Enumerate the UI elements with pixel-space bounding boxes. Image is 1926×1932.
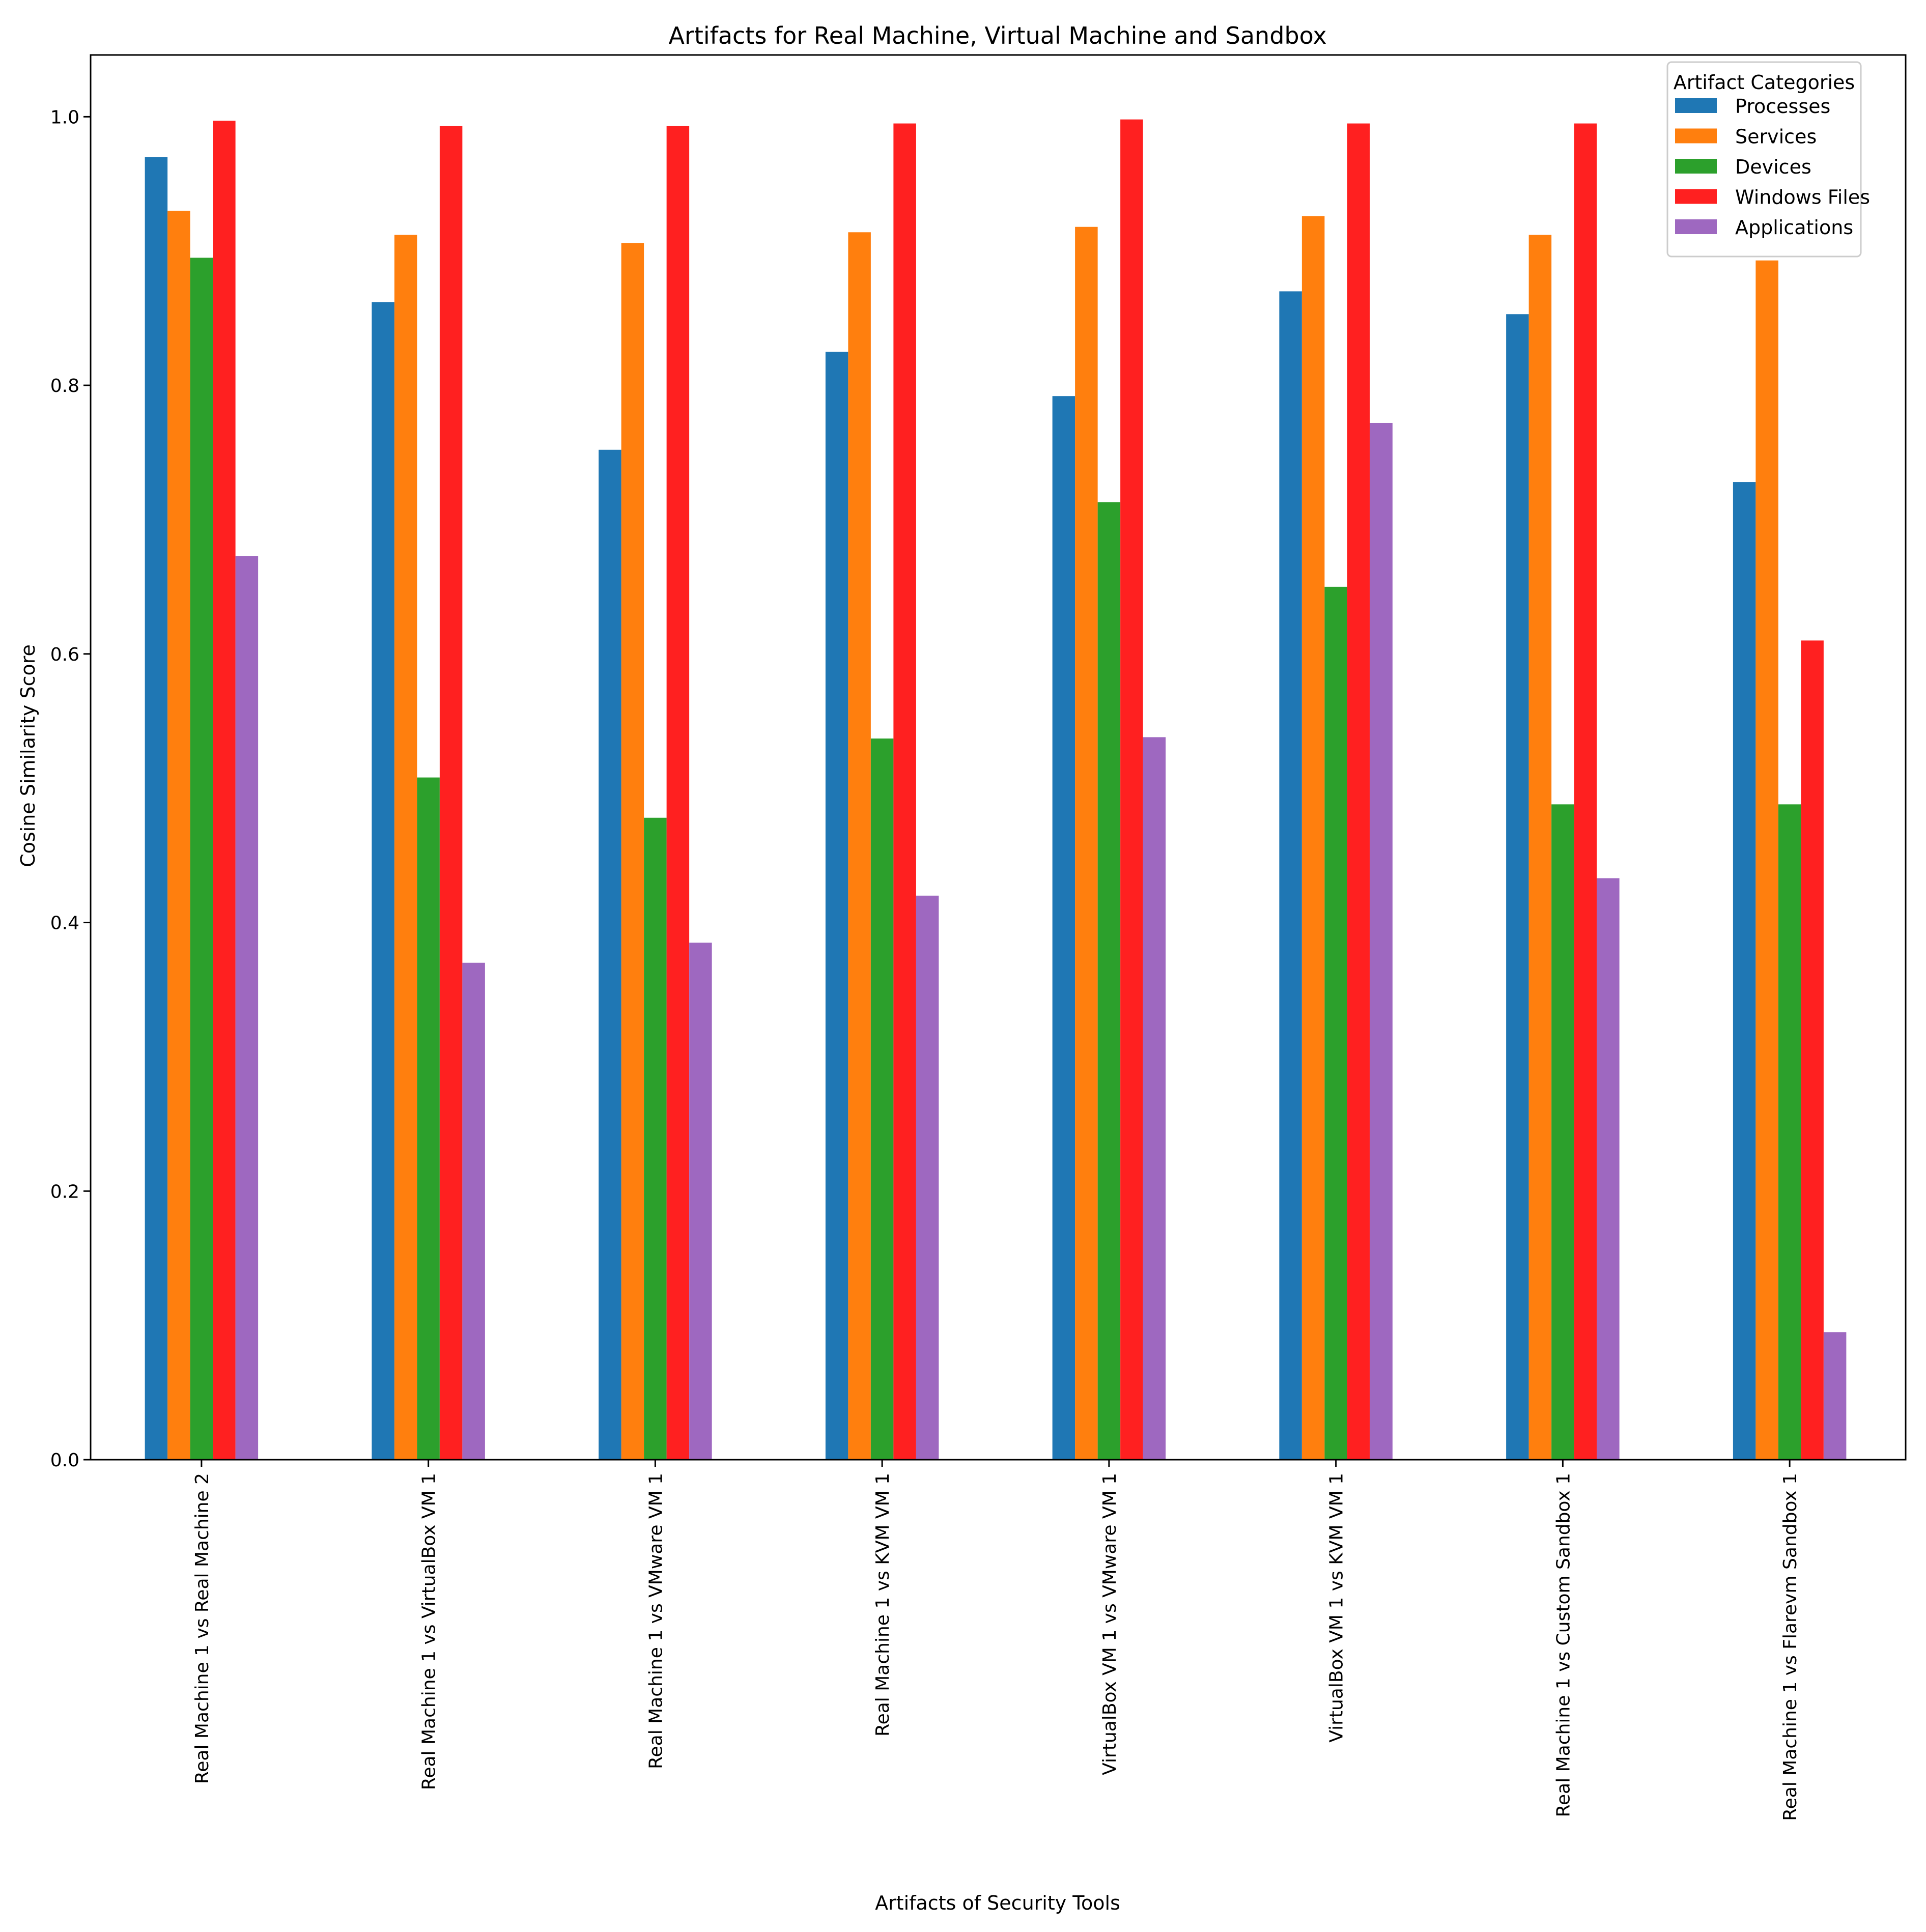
x-axis-label: Artifacts of Security Tools [875,1892,1120,1914]
bar-applications [1370,422,1393,1460]
y-tick-label: 0.4 [50,913,79,934]
bar-group [372,126,485,1460]
legend-title: Artifact Categories [1674,71,1855,94]
bar-processes [372,302,394,1460]
y-tick-label: 1.0 [50,107,79,128]
legend-item: Services [1675,126,1817,148]
bar-processes [1506,314,1529,1460]
bar-devices [1551,804,1574,1460]
bar-devices [417,777,440,1460]
bar-applications [916,895,939,1460]
bar-devices [190,258,213,1460]
bar-services [621,243,644,1460]
legend-swatch [1675,219,1717,234]
bar-services [1301,216,1325,1460]
x-tick-label: Real Machine 1 vs VirtualBox VM 1 [419,1473,440,1790]
bar-group [825,123,939,1460]
bar-windows-files [213,121,236,1460]
y-tick-label: 0.6 [50,644,79,665]
x-tick-label: Real Machine 1 vs VMware VM 1 [645,1473,666,1769]
x-axis: Real Machine 1 vs Real Machine 2 Real Mac… [192,1460,1801,1821]
legend-label: Windows Files [1735,186,1870,209]
x-tick-label: Real Machine 1 vs Custom Sandbox 1 [1553,1473,1574,1817]
y-axis: 0.0 0.2 0.4 0.6 0.8 1.0 [50,107,91,1471]
y-axis-label: Cosine Similarity Score [17,644,39,867]
legend-swatch [1675,128,1717,144]
legend-swatch [1675,189,1717,204]
bar-services [167,211,190,1460]
x-tick-label: Real Machine 1 vs Flarevm Sandbox 1 [1780,1473,1801,1821]
bar-services [1528,235,1552,1460]
bar-applications [689,943,712,1460]
bar-processes [145,157,168,1460]
bar-group [599,126,712,1460]
bar-applications [235,556,259,1460]
legend-items: Processes Services Devices Windows Files App… [1675,95,1870,239]
bar-group [1733,260,1847,1460]
bar-windows-files [1574,123,1597,1460]
bars [145,119,1847,1460]
bar-windows-files [439,126,463,1460]
bar-windows-files [1801,640,1824,1460]
bar-processes [599,449,621,1460]
bar-applications [1597,878,1620,1460]
x-tick-label: VirtualBox VM 1 vs VMware VM 1 [1099,1473,1120,1775]
legend-swatch [1675,98,1717,113]
legend-label: Processes [1735,95,1830,118]
bar-processes [1052,396,1075,1460]
y-tick-label: 0.2 [50,1181,79,1202]
legend-swatch [1675,159,1717,174]
bar-processes [825,352,848,1460]
chart-title: Artifacts for Real Machine, Virtual Mach… [668,22,1326,49]
y-tick-label: 0.8 [50,376,79,396]
legend-item: Applications [1675,216,1853,239]
bar-group [145,121,259,1460]
bar-processes [1279,291,1302,1460]
plot-area [90,54,1907,1461]
legend-item: Processes [1675,95,1830,118]
bar-devices [1324,586,1347,1460]
legend-item: Windows Files [1675,186,1870,209]
bar-applications [462,962,485,1460]
bar-devices [1097,502,1121,1460]
bar-windows-files [893,123,916,1460]
legend-label: Applications [1735,216,1853,239]
x-tick-label: Real Machine 1 vs Real Machine 2 [192,1473,213,1784]
bar-windows-files [1120,119,1143,1460]
bar-applications [1143,737,1166,1460]
bar-group [1506,123,1620,1460]
bar-applications [1823,1332,1847,1460]
x-tick-label: Real Machine 1 vs KVM VM 1 [872,1473,893,1737]
x-tick-label: VirtualBox VM 1 vs KVM VM 1 [1326,1473,1347,1743]
legend: Artifact Categories Processes Services Dev… [1666,61,1870,258]
bar-services [848,232,871,1460]
bar-services [394,235,417,1460]
bar-devices [870,738,894,1460]
bar-services [1755,260,1778,1460]
bar-group [1052,119,1166,1460]
bar-group [1279,123,1393,1460]
bar-devices [644,817,667,1460]
legend-label: Devices [1735,156,1811,178]
bar-devices [1778,804,1801,1460]
bar-processes [1733,482,1756,1460]
bar-services [1075,226,1098,1460]
y-tick-label: 0.0 [50,1450,79,1471]
legend-item: Devices [1675,156,1811,178]
bar-windows-files [666,126,690,1460]
legend-label: Services [1735,126,1817,148]
bar-windows-files [1347,123,1370,1460]
